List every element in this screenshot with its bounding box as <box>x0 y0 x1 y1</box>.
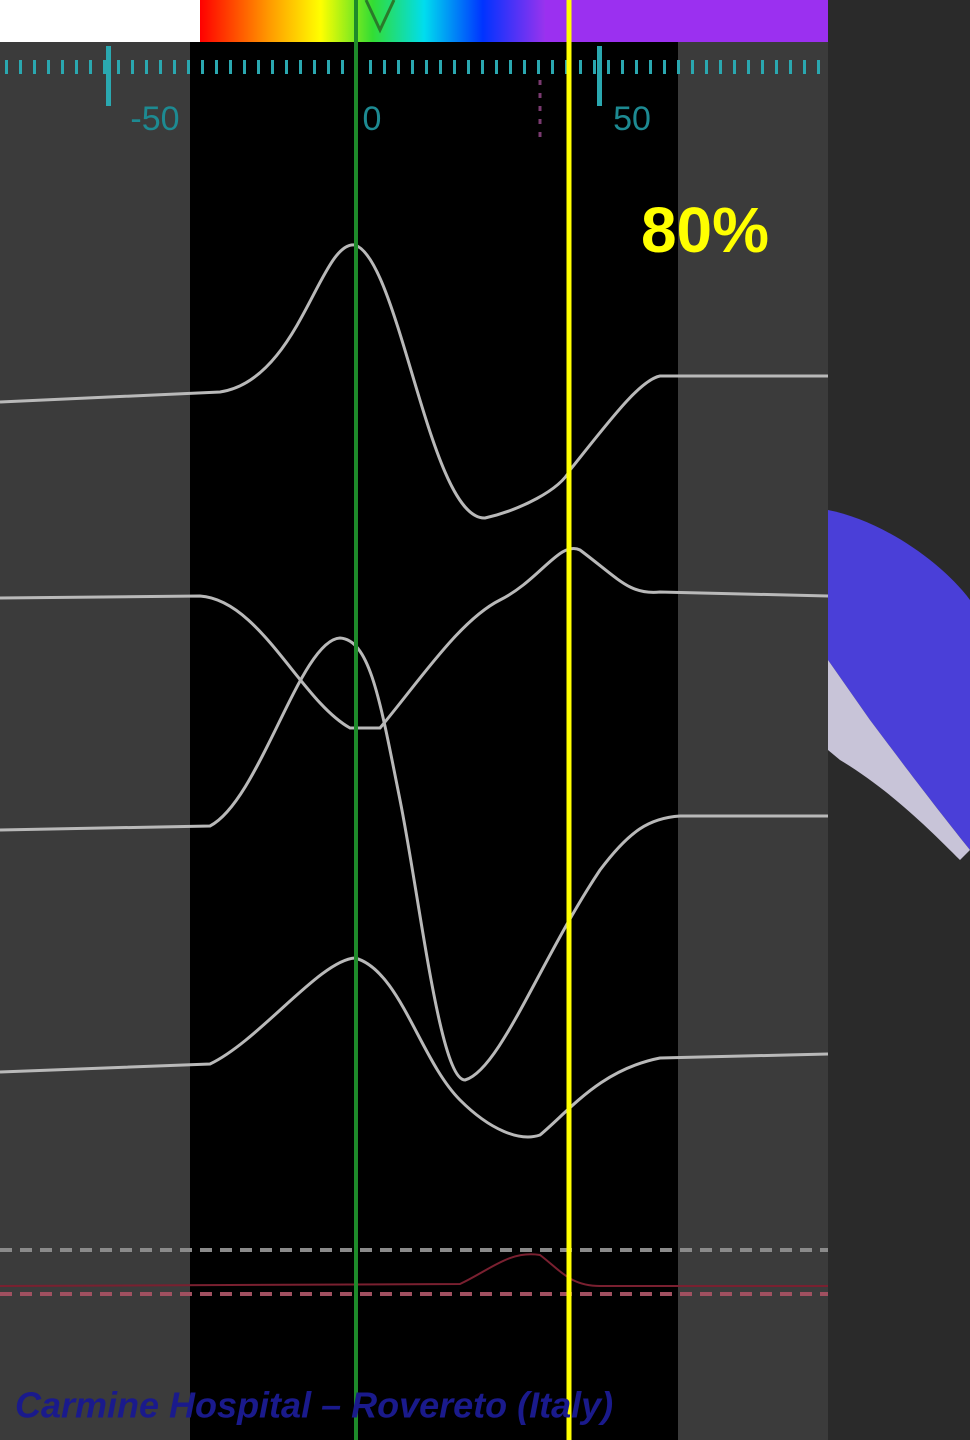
window-region <box>190 40 678 1440</box>
ruler-ticks <box>0 46 828 76</box>
footer-credit: Carmine Hospital – Rovereto (Italy) <box>15 1385 613 1426</box>
page: -50 0 50 80% Carmine Hospital – Rovereto… <box>0 0 970 1440</box>
ruler-major-tick <box>106 46 111 106</box>
annotation: 80% <box>641 194 769 266</box>
scale-label: 0 <box>363 100 382 138</box>
scale-label: -50 <box>130 100 179 138</box>
scale-label: 50 <box>613 100 651 138</box>
screenshot: -50 0 50 80% Carmine Hospital – Rovereto… <box>0 0 970 1440</box>
color-bar-end <box>545 0 828 42</box>
color-bar <box>200 0 545 42</box>
ruler-major-tick <box>597 46 602 106</box>
